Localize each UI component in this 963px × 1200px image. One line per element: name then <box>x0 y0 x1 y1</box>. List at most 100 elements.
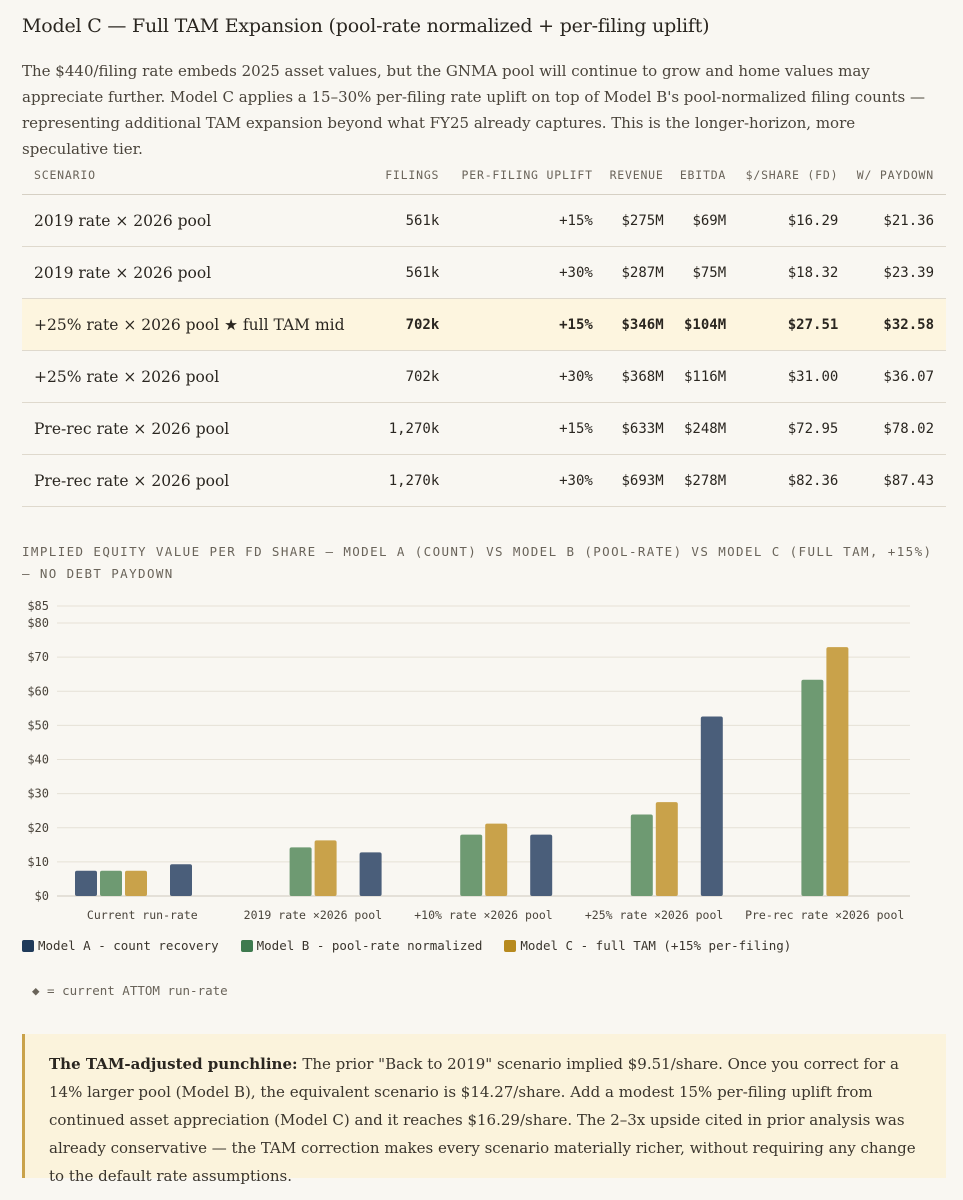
cell-filings: 561k <box>380 194 452 247</box>
legend-item: Model B - pool-rate normalized <box>240 938 483 953</box>
bar <box>700 716 723 896</box>
cell-scenario: Pre-rec rate × 2026 pool <box>22 454 381 507</box>
y-tick-label: $80 <box>27 616 49 630</box>
cell-revenue: $287M <box>604 246 676 299</box>
y-tick-label: $60 <box>27 684 49 698</box>
col-share: $/SHARE (FD) <box>738 156 851 195</box>
table-header-row: SCENARIO FILINGS PER-FILING UPLIFT REVEN… <box>22 156 946 195</box>
x-tick-label: Current run-rate <box>87 908 198 922</box>
col-filings: FILINGS <box>380 156 452 195</box>
legend-swatch <box>504 939 517 952</box>
y-tick-label: $40 <box>27 753 49 767</box>
y-tick-label: $20 <box>27 821 49 835</box>
legend-item: Model A - count recovery <box>22 938 219 953</box>
cell-ebitda: $116M <box>675 350 739 403</box>
cell-filings: 561k <box>380 246 452 299</box>
bar <box>100 870 122 896</box>
cell-share: $16.29 <box>738 194 851 247</box>
bar <box>801 679 824 896</box>
x-tick-label: +10% rate ×2026 pool <box>414 908 552 922</box>
bar <box>125 870 147 896</box>
cell-uplift: +15% <box>451 298 605 351</box>
bar <box>314 840 337 896</box>
cell-paydown: $36.07 <box>850 350 946 403</box>
cell-paydown: $23.39 <box>850 246 946 299</box>
cell-revenue: $346M <box>604 298 676 351</box>
cell-ebitda: $69M <box>675 194 739 247</box>
table-row: Pre-rec rate × 2026 pool 1,270k +15% $633M $… <box>22 402 946 455</box>
cell-filings: 1,270k <box>380 454 452 507</box>
legend-label: Model B - pool-rate normalized <box>256 938 483 953</box>
cell-share: $18.32 <box>738 246 851 299</box>
cell-revenue: $368M <box>604 350 676 403</box>
cell-ebitda: $248M <box>675 402 739 455</box>
bar <box>359 852 382 896</box>
bar <box>170 864 192 896</box>
cell-uplift: +30% <box>451 246 605 299</box>
equity-value-chart: $0 $10 $20 $30 $40 $50 $60 $70 $80 $85 Current run… <box>27 599 910 922</box>
col-uplift: PER-FILING UPLIFT <box>451 156 605 195</box>
y-tick-label: $70 <box>27 650 49 664</box>
chart-legend: Model A - count recovery Model B - pool-r… <box>22 938 946 953</box>
bar <box>826 647 849 896</box>
col-ebitda: EBITDA <box>675 156 739 195</box>
cell-uplift: +30% <box>451 454 605 507</box>
col-revenue: REVENUE <box>604 156 676 195</box>
table-row: 2019 rate × 2026 pool 561k +15% $275M $69M $1… <box>22 194 946 247</box>
table-row: Pre-rec rate × 2026 pool 1,270k +30% $693M $… <box>22 454 946 507</box>
cell-scenario: +25% rate × 2026 pool ★ full TAM mid <box>22 298 381 351</box>
cell-share: $82.36 <box>738 454 851 507</box>
x-tick-label: 2019 rate ×2026 pool <box>244 908 382 922</box>
cell-share: $72.95 <box>738 402 851 455</box>
x-tick-label: Pre-rec rate ×2026 pool <box>745 908 904 922</box>
col-scenario: SCENARIO <box>22 156 381 195</box>
cell-uplift: +15% <box>451 194 605 247</box>
y-tick-label: $10 <box>27 855 49 869</box>
cell-filings: 702k <box>380 350 452 403</box>
bar <box>530 834 553 896</box>
cell-filings: 1,270k <box>380 402 452 455</box>
punchline-callout: The TAM-adjusted punchline: The prior "B… <box>22 1034 946 1185</box>
cell-paydown: $21.36 <box>850 194 946 247</box>
section-heading: Model C — Full TAM Expansion (pool-rate … <box>22 15 710 37</box>
cell-scenario: 2019 rate × 2026 pool <box>22 194 381 247</box>
cell-revenue: $693M <box>604 454 676 507</box>
legend-label: Model C - full TAM (+15% per-filing) <box>520 938 792 953</box>
cell-scenario: 2019 rate × 2026 pool <box>22 246 381 299</box>
legend-note: ◆ = current ATTOM run-rate <box>32 983 228 998</box>
y-tick-label: $0 <box>35 889 49 903</box>
cell-paydown: $32.58 <box>850 298 946 351</box>
cell-share: $27.51 <box>738 298 851 351</box>
cell-revenue: $275M <box>604 194 676 247</box>
cell-ebitda: $75M <box>675 246 739 299</box>
cell-revenue: $633M <box>604 402 676 455</box>
bar <box>289 847 312 896</box>
bar <box>655 802 678 896</box>
legend-item: Model C - full TAM (+15% per-filing) <box>504 938 791 953</box>
y-tick-label: $50 <box>27 718 49 732</box>
table-body: 2019 rate × 2026 pool 561k +15% $275M $69M $1… <box>22 194 946 507</box>
bar <box>75 870 97 896</box>
legend-label: Model A - count recovery <box>38 938 219 953</box>
cell-ebitda: $104M <box>675 298 739 351</box>
cell-scenario: +25% rate × 2026 pool <box>22 350 381 403</box>
table-row: 2019 rate × 2026 pool 561k +30% $287M $75M $1… <box>22 246 946 299</box>
bar <box>485 823 508 896</box>
scenario-table: SCENARIO FILINGS PER-FILING UPLIFT REVEN… <box>22 156 946 507</box>
legend-swatch <box>22 939 34 952</box>
cell-share: $31.00 <box>738 350 851 403</box>
cell-paydown: $87.43 <box>850 454 946 507</box>
cell-scenario: Pre-rec rate × 2026 pool <box>22 402 381 455</box>
legend-swatch <box>240 939 253 952</box>
chart-title: Implied equity value per FD share — Mode… <box>22 544 933 581</box>
intro-paragraph: The $440/filing rate embeds 2025 asset v… <box>22 62 925 158</box>
callout-lead: The TAM-adjusted punchline: <box>49 1055 298 1073</box>
cell-ebitda: $278M <box>675 454 739 507</box>
y-tick-label: $30 <box>27 787 49 801</box>
x-tick-label: +25% rate ×2026 pool <box>585 908 723 922</box>
callout-body: The prior "Back to 2019" scenario implie… <box>49 1055 916 1185</box>
cell-filings: 702k <box>380 298 452 351</box>
col-paydown: W/ PAYDOWN <box>850 156 946 195</box>
cell-uplift: +30% <box>451 350 605 403</box>
cell-paydown: $78.02 <box>850 402 946 455</box>
